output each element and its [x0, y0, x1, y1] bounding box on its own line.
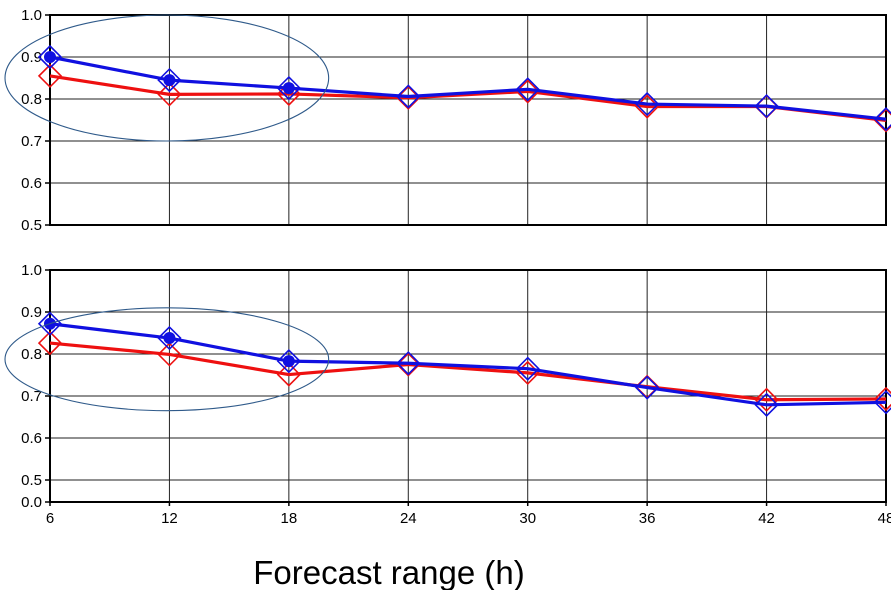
y-tick-label: 0.6 — [21, 430, 42, 447]
y-tick-label: 1.0 — [21, 262, 42, 279]
y-tick-label: 0.8 — [21, 346, 42, 363]
x-tick-label: 6 — [46, 510, 54, 527]
data-point-diamond — [515, 77, 540, 102]
top-panel: 0.5 0.6 0.7 0.8 0.9 1.0 — [4, 7, 891, 234]
data-point-dot — [44, 51, 56, 63]
data-point-diamond — [396, 352, 421, 377]
data-point-diamond — [754, 392, 779, 417]
y-tick-label: 0.7 — [21, 133, 42, 150]
y-tick-label: 0.9 — [21, 304, 42, 321]
data-point-diamond — [157, 67, 182, 93]
data-point-diamond — [276, 362, 301, 387]
x-tick-label: 24 — [400, 510, 417, 527]
highlight-ellipse — [4, 307, 330, 412]
bottom-panel: 0.0 0.5 0.6 0.7 0.8 0.9 1.0 6 12 18 24 30 36 42 48 — [4, 262, 891, 527]
data-point-diamond — [754, 94, 779, 119]
y-tick-label: 0.7 — [21, 388, 42, 405]
data-point-diamond — [635, 375, 660, 400]
data-point-diamond — [873, 390, 891, 415]
data-point-diamond — [396, 351, 421, 376]
data-point-dot — [282, 355, 295, 368]
data-point-dot — [282, 82, 295, 95]
y-tick-label: 0.5 — [21, 217, 42, 234]
series-line — [49, 74, 887, 123]
data-point-diamond — [37, 63, 63, 89]
plot-frame — [49, 14, 887, 226]
y-tick-label: 0.6 — [21, 175, 42, 192]
x-tick-label: 42 — [758, 510, 775, 527]
data-point-diamond — [157, 82, 182, 107]
y-tick-label: 0.8 — [21, 91, 42, 108]
data-point-diamond — [873, 107, 891, 132]
data-point-diamond — [37, 44, 63, 70]
plot-frame — [49, 269, 887, 503]
y-tick-label: 0.9 — [21, 49, 42, 66]
data-point-diamond — [157, 342, 182, 367]
y-tick-label: 1.0 — [21, 7, 42, 24]
x-axis-label: Forecast range (h) — [253, 554, 524, 590]
data-point-diamond — [37, 330, 63, 356]
highlight-ellipse — [4, 14, 330, 142]
data-point-diamond — [396, 85, 421, 110]
data-point-diamond — [873, 386, 891, 412]
x-tick-label: 18 — [281, 510, 298, 527]
data-point-diamond — [37, 311, 63, 336]
x-tick-label: 48 — [878, 510, 891, 527]
data-point-dot — [163, 332, 176, 345]
data-point-diamond — [515, 79, 540, 104]
series-line — [49, 322, 887, 407]
y-tick-label: 0.0 — [21, 494, 42, 511]
data-point-diamond — [276, 349, 301, 374]
series-line — [49, 341, 887, 402]
y-tick-label: 0.5 — [21, 472, 42, 489]
x-tick-label: 30 — [519, 510, 536, 527]
data-point-diamond — [276, 75, 301, 101]
data-point-diamond — [635, 91, 660, 117]
data-point-diamond — [276, 81, 301, 107]
data-point-diamond — [515, 356, 540, 381]
data-point-diamond — [396, 84, 421, 109]
data-point-diamond — [157, 325, 182, 351]
data-point-diamond — [754, 387, 779, 412]
data-point-dot — [163, 74, 176, 87]
series-line — [49, 55, 887, 121]
x-tick-label: 12 — [161, 510, 178, 527]
x-tick-label: 36 — [639, 510, 656, 527]
